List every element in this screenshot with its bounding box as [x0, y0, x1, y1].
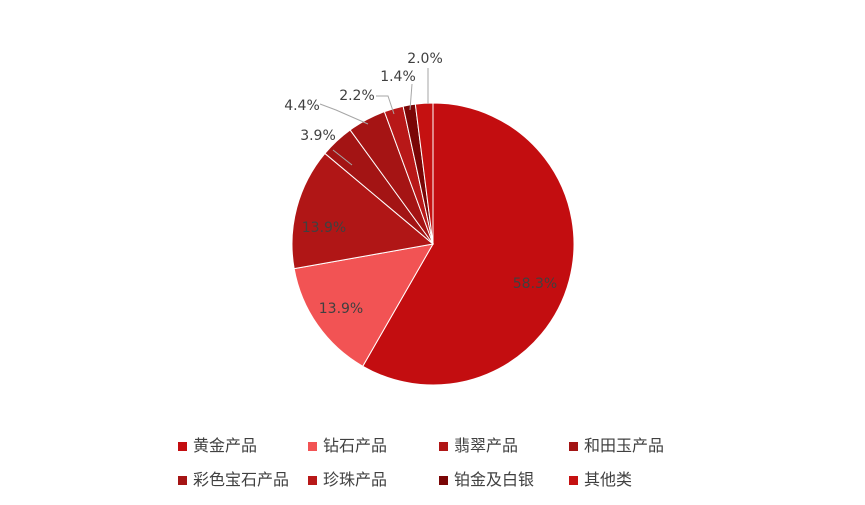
pie-slice-jadeite	[291, 152, 435, 270]
pie-slices	[291, 102, 575, 386]
leader-line-colored-gem	[319, 103, 369, 125]
data-label-colored-gem: 4.4%	[284, 98, 320, 114]
legend-label-other: 其他类	[584, 470, 633, 489]
legend-label-jadeite: 翡翠产品	[454, 436, 519, 455]
legend-item-hetian-jade: 和田玉产品	[569, 433, 664, 459]
data-labels: 58.3% 13.9% 13.9% 3.9% 4.4% 2.2% 1.4% 2.0%	[284, 51, 557, 317]
leader-line-pearl	[376, 95, 395, 115]
legend-item-gold: 黄金产品	[178, 433, 257, 459]
legend-swatch-pearl	[308, 475, 317, 485]
legend-label-gold: 黄金产品	[193, 436, 258, 455]
legend-item-other: 其他类	[569, 467, 632, 493]
legend-swatch-diamond	[308, 441, 317, 451]
pie-slice-other	[414, 102, 434, 245]
legend-item-colored-gem: 彩色宝石产品	[178, 467, 289, 493]
leader-line-platinum-silver	[409, 83, 413, 111]
legend-label-platinum-silver: 铂金及白银	[454, 470, 535, 489]
data-label-diamond: 13.9%	[319, 301, 363, 317]
legend-item-pearl: 珍珠产品	[308, 467, 387, 493]
legend-swatch-gold	[178, 441, 187, 451]
legend-label-pearl: 珍珠产品	[323, 470, 388, 489]
pie-slice-diamond	[293, 243, 434, 367]
data-label-jadeite: 13.9%	[302, 220, 346, 236]
data-label-other: 2.0%	[407, 51, 443, 67]
leader-line-hetian-jade	[332, 149, 353, 166]
legend-item-jadeite: 翡翠产品	[439, 433, 518, 459]
legend-label-diamond: 钻石产品	[323, 436, 388, 455]
legend-item-platinum-silver: 铂金及白银	[439, 467, 534, 493]
legend-swatch-platinum-silver	[439, 475, 448, 485]
legend-label-colored-gem: 彩色宝石产品	[193, 470, 290, 489]
data-label-hetian-jade: 3.9%	[300, 128, 336, 144]
leader-lines	[319, 68, 429, 166]
legend-item-diamond: 钻石产品	[308, 433, 387, 459]
data-label-pearl: 2.2%	[339, 88, 375, 104]
legend-swatch-jadeite	[439, 441, 448, 451]
legend: 黄金产品 钻石产品 翡翠产品 和田玉产品 彩色宝石产品 珍珠产品 铂金及白银	[178, 433, 738, 497]
legend-label-hetian-jade: 和田玉产品	[584, 436, 665, 455]
legend-swatch-other	[569, 475, 578, 485]
legend-swatch-colored-gem	[178, 475, 187, 485]
data-label-gold: 58.3%	[513, 276, 557, 292]
pie-slice-gold	[362, 102, 575, 386]
data-label-platinum-silver: 1.4%	[380, 69, 416, 85]
legend-swatch-hetian-jade	[569, 441, 578, 451]
